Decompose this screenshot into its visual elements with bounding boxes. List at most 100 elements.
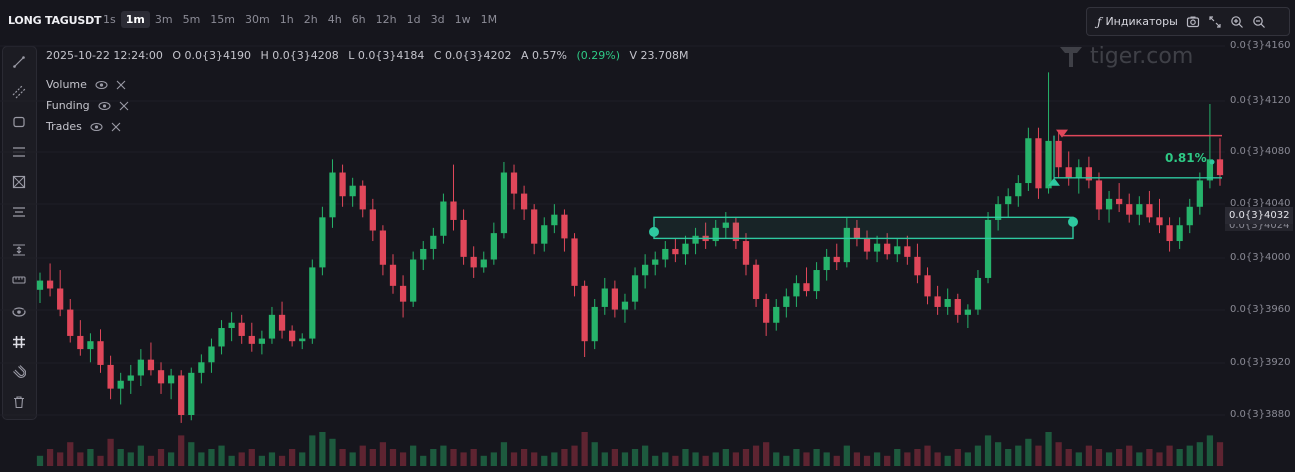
interval-15m[interactable]: 15m bbox=[210, 13, 236, 26]
candle-body bbox=[833, 256, 840, 263]
volume-bar bbox=[369, 449, 376, 466]
candle-body bbox=[46, 280, 54, 289]
candle-body bbox=[763, 299, 770, 323]
candle-body bbox=[389, 264, 397, 286]
volume-bar bbox=[1005, 449, 1012, 466]
trash-icon[interactable] bbox=[10, 393, 28, 411]
eye-icon[interactable] bbox=[90, 122, 103, 132]
range-channel bbox=[653, 216, 1074, 240]
interval-1d[interactable]: 1d bbox=[406, 13, 421, 26]
volume-bar bbox=[984, 435, 992, 466]
candle-body bbox=[1136, 204, 1143, 215]
volume-bar bbox=[178, 435, 185, 466]
candle-body bbox=[1065, 167, 1072, 178]
close-icon[interactable] bbox=[111, 122, 121, 132]
interval-1w[interactable]: 1w bbox=[454, 13, 471, 26]
parallel-channel-icon[interactable] bbox=[10, 83, 28, 101]
trend-line-icon[interactable] bbox=[10, 53, 28, 71]
indicators-label: Индикаторы bbox=[1105, 15, 1178, 28]
candle-body bbox=[268, 314, 276, 339]
interval-12h[interactable]: 12h bbox=[375, 13, 397, 26]
eye-icon[interactable] bbox=[10, 303, 28, 321]
volume-bar bbox=[470, 449, 477, 466]
volume-bar bbox=[289, 449, 296, 466]
interval-1M[interactable]: 1M bbox=[480, 13, 498, 26]
candle-body bbox=[894, 246, 901, 255]
close-icon[interactable] bbox=[116, 80, 126, 90]
indicator-legend: Volume Funding Trades bbox=[46, 74, 129, 137]
candle-body bbox=[107, 364, 114, 389]
zoom-out-icon[interactable] bbox=[1252, 15, 1266, 29]
candle-body bbox=[1126, 204, 1133, 215]
range-box-icon[interactable] bbox=[10, 173, 28, 191]
candle-body bbox=[682, 243, 689, 255]
candle-body bbox=[309, 267, 316, 339]
volume-bar bbox=[1176, 449, 1183, 466]
volume-bar bbox=[379, 442, 387, 466]
candle-body bbox=[994, 204, 1002, 220]
volume-bar bbox=[853, 452, 861, 466]
volume-bar bbox=[712, 452, 719, 466]
interval-3d[interactable]: 3d bbox=[430, 13, 445, 26]
interval-2h[interactable]: 2h bbox=[303, 13, 318, 26]
fullscreen-icon[interactable] bbox=[1208, 15, 1222, 29]
interval-30m[interactable]: 30m bbox=[245, 13, 270, 26]
interval-1s[interactable]: 1s bbox=[103, 13, 116, 26]
measure-icon[interactable] bbox=[10, 241, 28, 259]
interval-1h[interactable]: 1h bbox=[279, 13, 294, 26]
magnet-icon[interactable] bbox=[10, 363, 28, 381]
volume-bar bbox=[752, 445, 760, 466]
volume-bar bbox=[1156, 452, 1163, 466]
zoom-in-icon[interactable] bbox=[1230, 15, 1244, 29]
interval-3m[interactable]: 3m bbox=[154, 13, 173, 26]
candle-body bbox=[642, 264, 649, 276]
volume-bar bbox=[188, 442, 195, 466]
candle-body bbox=[1196, 180, 1203, 207]
eye-icon[interactable] bbox=[95, 80, 108, 90]
indicators-button[interactable]: ƒ Индикаторы bbox=[1087, 15, 1178, 29]
volume-bar bbox=[1055, 442, 1062, 466]
candle-body bbox=[117, 380, 124, 389]
close-icon[interactable] bbox=[119, 101, 129, 111]
volume-bar bbox=[480, 455, 487, 466]
candle-body bbox=[591, 306, 598, 342]
candle-body bbox=[843, 227, 850, 263]
drawing-toolbar bbox=[2, 46, 37, 420]
candle-body bbox=[369, 209, 376, 231]
candle-body bbox=[510, 172, 518, 194]
candle-body bbox=[289, 330, 296, 342]
volume-bar bbox=[924, 445, 931, 466]
screenshot-icon[interactable] bbox=[1186, 15, 1200, 29]
fib-levels-icon[interactable] bbox=[10, 203, 28, 221]
grid-icon[interactable] bbox=[10, 333, 28, 351]
interval-6h[interactable]: 6h bbox=[351, 13, 366, 26]
candle-body bbox=[167, 375, 175, 384]
rectangle-icon[interactable] bbox=[10, 113, 28, 131]
candle-body bbox=[1075, 167, 1082, 178]
candle-body bbox=[853, 227, 861, 239]
volume-bar bbox=[732, 452, 740, 466]
interval-1m[interactable]: 1m bbox=[120, 11, 150, 28]
volume-bar bbox=[531, 452, 538, 466]
eye-icon[interactable] bbox=[98, 101, 111, 111]
position-end-dot bbox=[1209, 159, 1215, 165]
candlestick-chart[interactable] bbox=[0, 0, 1225, 472]
volume-bar bbox=[238, 452, 245, 466]
price-tick: 0.0{3}4160 bbox=[1230, 40, 1291, 51]
interval-5m[interactable]: 5m bbox=[182, 13, 201, 26]
candle-body bbox=[944, 299, 951, 307]
candle-body bbox=[329, 172, 336, 218]
candle-body bbox=[248, 335, 255, 344]
candle-body bbox=[1166, 225, 1173, 242]
candle-body bbox=[631, 275, 639, 302]
interval-4h[interactable]: 4h bbox=[327, 13, 342, 26]
price-axis[interactable]: 0.0{3}4160 0.0{3}4120 0.0{3}4080 0.0{3}4040… bbox=[1225, 0, 1295, 472]
ruler-icon[interactable] bbox=[10, 271, 28, 289]
symbol-label[interactable]: LONG TAGUSDT bbox=[8, 14, 102, 27]
candle-body bbox=[742, 241, 750, 265]
volume-bar bbox=[410, 445, 417, 466]
chart-tools-panel: ƒ Индикаторы bbox=[1086, 7, 1290, 36]
volume-bar bbox=[208, 449, 215, 466]
volume-bar bbox=[1206, 435, 1214, 466]
candle-body bbox=[551, 214, 558, 226]
